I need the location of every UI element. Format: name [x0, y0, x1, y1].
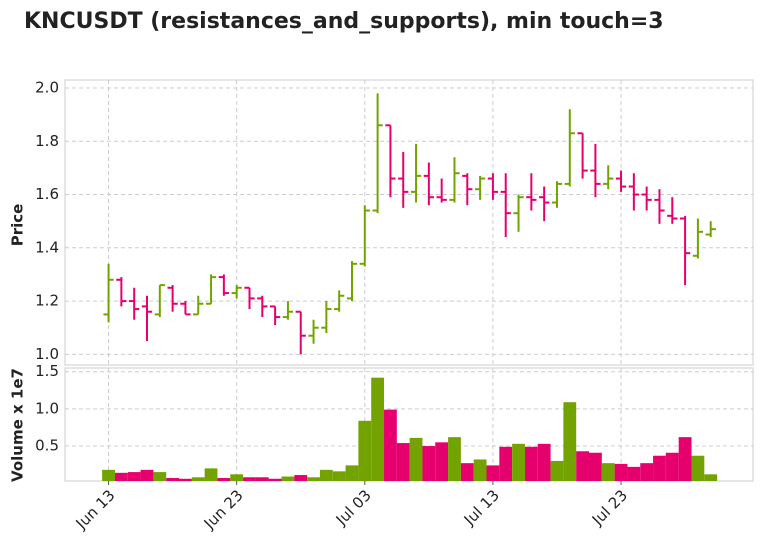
volume-bar	[345, 465, 359, 481]
y-tick-label: 1.4	[35, 238, 59, 256]
volume-bar	[127, 472, 141, 481]
y-tick-label: 1.0	[35, 399, 59, 417]
y-axis-label: Price	[9, 204, 27, 247]
volume-bar	[204, 468, 218, 481]
y-tick-label: 1.8	[35, 132, 59, 150]
y-tick-label: 0.5	[35, 437, 59, 455]
volume-bar	[460, 463, 474, 481]
volume-bar	[524, 446, 538, 481]
volume-bar	[396, 443, 410, 481]
x-tick-label: Jul 23	[588, 486, 631, 529]
volume-bar	[255, 477, 269, 481]
volume-bar	[653, 455, 666, 481]
chart-title: KNCUSDT (resistances_and_supports), min …	[24, 9, 664, 34]
axes-frame	[64, 79, 754, 366]
y-tick-label: 1.5	[35, 362, 59, 380]
volume-bar	[486, 465, 500, 481]
volume-bar	[140, 469, 154, 481]
volume-bar	[614, 463, 628, 481]
volume-bar	[384, 409, 397, 481]
volume-bar	[294, 475, 308, 481]
volume-bar	[601, 463, 615, 481]
x-tick-label: Jun 23	[200, 486, 247, 533]
x-tick-label: Jul 03	[332, 486, 375, 529]
volume-bar	[563, 402, 577, 481]
x-tick-label: Jul 13	[460, 486, 503, 529]
volume-bar	[243, 477, 256, 481]
volume-bar	[499, 446, 513, 481]
volume-bar	[691, 455, 705, 481]
y-tick-label: 1.2	[35, 292, 59, 310]
volume-bar	[627, 466, 641, 481]
y-axis-label: Volume x 1e7	[9, 368, 27, 482]
volume-bar	[191, 477, 205, 481]
volume-bar	[230, 474, 244, 481]
volume-bar	[358, 420, 372, 481]
volume-bar	[153, 472, 167, 481]
volume-bar	[281, 476, 295, 481]
y-tick-label: 1.6	[35, 185, 59, 203]
volume-bar	[512, 443, 525, 481]
x-tick-label: Jun 13	[72, 486, 119, 533]
volume-bar	[307, 477, 320, 481]
volume-bar	[678, 437, 692, 481]
volume-bar	[268, 478, 282, 481]
volume-bar	[319, 469, 333, 481]
volume-bar	[179, 478, 192, 481]
y-tick-label: 1.0	[35, 345, 59, 363]
volume-bar	[704, 474, 718, 481]
y-tick-label: 2.0	[35, 78, 59, 96]
volume-bar	[422, 446, 436, 481]
volume-bar	[665, 452, 679, 481]
volume-bar	[576, 451, 590, 481]
volume-bar	[332, 471, 346, 481]
volume-bar	[217, 478, 231, 481]
volume-bar	[409, 437, 423, 481]
volume-bar	[473, 459, 487, 481]
volume-bar	[102, 469, 115, 481]
volume-bar	[371, 377, 385, 481]
volume-bar	[166, 478, 180, 481]
volume-bar	[114, 472, 128, 481]
volume-bar	[589, 452, 602, 481]
volume-bar	[537, 443, 551, 481]
volume-bar	[435, 442, 449, 481]
volume-bar	[640, 463, 654, 481]
volume-bar	[448, 437, 461, 481]
volume-bar	[550, 460, 564, 481]
